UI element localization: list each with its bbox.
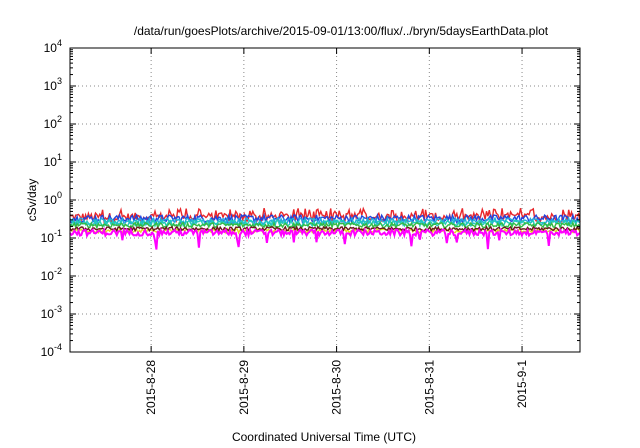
x-tick-label: 2015-9-1 bbox=[515, 360, 529, 408]
y-tick-label: 10-4 bbox=[41, 342, 62, 359]
y-tick-label: 104 bbox=[44, 38, 62, 55]
x-tick-label: 2015-8-30 bbox=[330, 360, 344, 415]
y-tick-label: 101 bbox=[44, 152, 62, 169]
data-series bbox=[69, 206, 581, 250]
series-line bbox=[69, 218, 581, 229]
x-tick-label: 2015-8-29 bbox=[237, 360, 251, 415]
chart-title: /data/run/goesPlots/archive/2015-09-01/1… bbox=[134, 24, 549, 38]
y-tick-label: 100 bbox=[44, 190, 62, 207]
y-tick-label: 10-2 bbox=[41, 266, 62, 283]
grid-lines bbox=[70, 48, 580, 352]
x-axis-label: Coordinated Universal Time (UTC) bbox=[232, 430, 416, 444]
y-tick-label: 10-1 bbox=[41, 228, 62, 245]
y-axis-ticks: 10-4 10-3 10-2 10-1 100 101 102 103 104 bbox=[41, 38, 580, 359]
series-line bbox=[69, 206, 581, 225]
y-tick-label: 10-3 bbox=[41, 304, 62, 321]
x-tick-label: 2015-8-31 bbox=[422, 360, 436, 415]
y-tick-label: 103 bbox=[44, 76, 62, 93]
series-line bbox=[69, 226, 581, 250]
x-tick-label: 2015-8-28 bbox=[144, 360, 158, 415]
series-line bbox=[69, 220, 581, 230]
x-axis-ticks: 2015-8-28 2015-8-29 2015-8-30 2015-8-31 2015… bbox=[144, 48, 529, 415]
series-line bbox=[69, 225, 581, 233]
series-line bbox=[69, 215, 581, 227]
y-tick-label: 102 bbox=[44, 114, 62, 131]
y-axis-label: cSv/day bbox=[25, 179, 39, 222]
